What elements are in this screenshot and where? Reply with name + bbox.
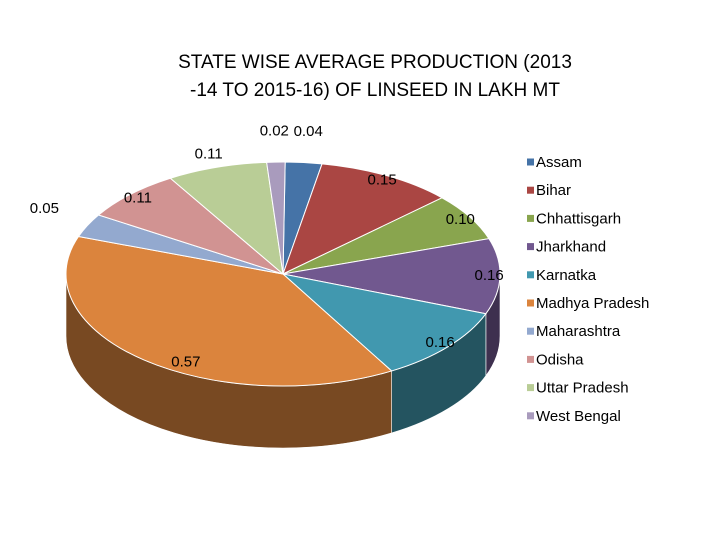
legend-label-odisha: Odisha: [536, 351, 584, 368]
pie-slice-madhya-pradesh: [65, 235, 393, 387]
pie-slice-odisha: [97, 177, 284, 275]
data-label-assam: 0.04: [294, 123, 323, 140]
data-label-west-bengal: 0.02: [260, 122, 289, 139]
legend: Assam Bihar Chhattisgarh Jharkhand Karnatka M…: [527, 154, 649, 425]
legend-swatch-karnatka: [527, 271, 534, 279]
legend-label-bihar: Bihar: [536, 182, 571, 199]
pie-slices: [65, 161, 501, 387]
data-label-uttar-pradesh: 0.11: [195, 146, 223, 163]
legend-label-jharkhand: Jharkhand: [536, 239, 606, 256]
data-label-karnatka: 0.16: [425, 334, 454, 351]
legend-swatch-odisha: [527, 355, 534, 363]
pie-slice-karnatka: [281, 273, 487, 372]
pie-slice-bihar: [282, 163, 444, 275]
data-label-chhattisgarh: 0.10: [446, 211, 475, 228]
chart-title-line-1: STATE WISE AVERAGE PRODUCTION (2013: [178, 52, 572, 73]
legend-label-chhattisgarh: Chhattisgarh: [536, 210, 621, 227]
data-label-odisha: 0.11: [124, 189, 152, 206]
pie-slice-uttar-pradesh: [169, 161, 284, 276]
legend-label-maharashtra: Maharashtra: [536, 323, 621, 340]
data-label-bihar: 0.15: [367, 172, 396, 189]
data-label-maharashtra: 0.05: [30, 200, 59, 217]
pie-slice-jharkhand: [282, 238, 501, 315]
legend-label-west-bengal: West Bengal: [536, 408, 621, 425]
legend-swatch-uttar-pradesh: [527, 384, 534, 392]
legend-swatch-jharkhand: [527, 243, 534, 251]
chart-title-line-2: -14 TO 2015-16) OF LINSEED IN LAKH MT: [190, 80, 560, 101]
legend-swatch-chhattisgarh: [527, 214, 534, 222]
legend-swatch-west-bengal: [527, 412, 534, 420]
data-label-jharkhand: 0.16: [474, 267, 503, 284]
data-label-madhya-pradesh: 0.57: [171, 353, 200, 370]
legend-swatch-bihar: [527, 186, 534, 194]
legend-swatch-assam: [527, 158, 534, 166]
legend-label-madhya-pradesh: Madhya Pradesh: [536, 295, 649, 312]
chart-title: STATE WISE AVERAGE PRODUCTION (2013 -14 …: [178, 52, 572, 101]
legend-label-uttar-pradesh: Uttar Pradesh: [536, 380, 629, 397]
legend-label-assam: Assam: [536, 154, 582, 171]
legend-swatch-madhya-pradesh: [527, 299, 534, 307]
data-labels: 0.04 0.15 0.10 0.16 0.16 0.57 0.05 0.11 0.11 0.02: [30, 122, 504, 370]
legend-swatch-maharashtra: [527, 327, 534, 335]
legend-label-karnatka: Karnatka: [536, 267, 597, 284]
pie-slice-west-bengal: [266, 161, 286, 275]
